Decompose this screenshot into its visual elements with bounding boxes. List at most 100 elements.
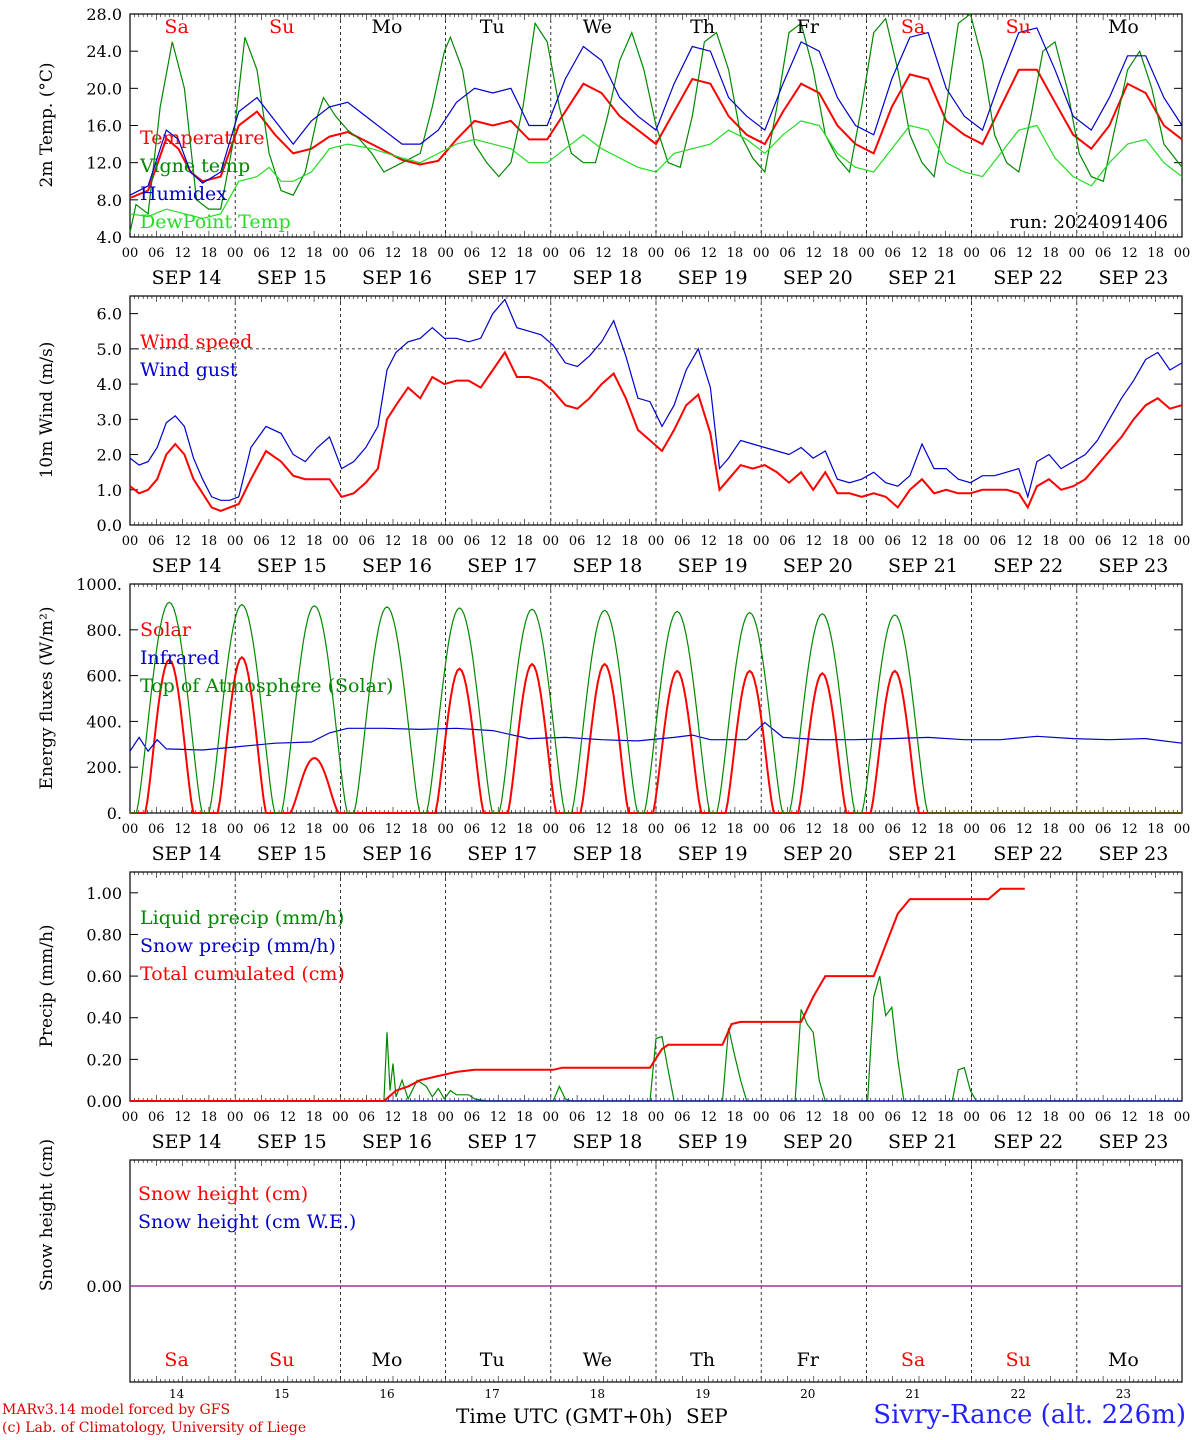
hour-label: 00 (227, 246, 244, 261)
day-number: 17 (485, 1387, 500, 1401)
hour-label: 18 (621, 246, 638, 261)
date-label: SEP 23 (1098, 843, 1168, 865)
hour-label: 00 (1174, 534, 1191, 549)
day-number: 23 (1116, 1387, 1131, 1401)
weekday-label: Sa (164, 1349, 188, 1371)
date-label: SEP 16 (362, 555, 432, 577)
hour-label: 06 (779, 246, 796, 261)
date-label: SEP 15 (257, 843, 327, 865)
hour-label: 06 (464, 534, 481, 549)
hour-label: 00 (1069, 822, 1086, 837)
hour-label: 00 (753, 1110, 770, 1125)
y-tick-label: 1.00 (86, 884, 122, 903)
legend-entry: Wind speed (140, 331, 252, 353)
hour-label: 00 (1174, 246, 1191, 261)
date-label: SEP 23 (1098, 1131, 1168, 1153)
hour-label: 12 (700, 1110, 717, 1125)
hour-label: 00 (753, 534, 770, 549)
hour-label: 12 (174, 534, 191, 549)
hour-label: 12 (1121, 534, 1138, 549)
y-tick-label: 16.0 (86, 117, 122, 136)
y-tick-label: 0.40 (86, 1009, 122, 1028)
weekday-label: Mo (1108, 16, 1139, 38)
hour-label: 18 (411, 534, 428, 549)
hour-label: 18 (306, 246, 323, 261)
date-label: SEP 14 (152, 267, 222, 289)
hour-label: 06 (358, 822, 375, 837)
hour-label: 00 (437, 822, 454, 837)
hour-label: 12 (280, 1110, 297, 1125)
date-label: SEP 23 (1098, 267, 1168, 289)
weekday-label: Fr (797, 1349, 820, 1371)
hour-label: 06 (253, 246, 270, 261)
date-label: SEP 22 (993, 267, 1063, 289)
hour-label: 00 (963, 1110, 980, 1125)
y-tick-label: 800. (86, 621, 122, 640)
weekday-label: Fr (797, 16, 820, 38)
hour-label: 06 (148, 1110, 165, 1125)
hour-label: 12 (1016, 534, 1033, 549)
date-label: SEP 15 (257, 267, 327, 289)
date-label: SEP 19 (678, 267, 748, 289)
hour-label: 06 (569, 822, 586, 837)
y-tick-label: 400. (86, 712, 122, 731)
hour-label: 18 (727, 822, 744, 837)
weekday-label: Mo (372, 16, 403, 38)
date-label: SEP 20 (783, 555, 853, 577)
hour-label: 00 (648, 534, 665, 549)
legend-entry: Top of Atmosphere (Solar) (140, 675, 393, 697)
hour-label: 06 (358, 534, 375, 549)
date-label: SEP 15 (257, 1131, 327, 1153)
date-label: SEP 20 (783, 267, 853, 289)
hour-label: 00 (543, 822, 560, 837)
hour-label: 18 (306, 822, 323, 837)
hour-label: 06 (884, 822, 901, 837)
day-number: 19 (695, 1387, 710, 1401)
hour-label: 00 (332, 534, 349, 549)
day-number: 20 (800, 1387, 815, 1401)
hour-label: 00 (1069, 1110, 1086, 1125)
hour-label: 00 (227, 534, 244, 549)
hour-label: 00 (543, 246, 560, 261)
date-label: SEP 16 (362, 843, 432, 865)
hour-label: 18 (201, 246, 218, 261)
hour-label: 00 (753, 246, 770, 261)
weekday-label: Th (690, 1349, 715, 1371)
hour-label: 06 (990, 534, 1007, 549)
time-axis-label: Time UTC (GMT+0h) (456, 1404, 673, 1428)
day-number: 14 (169, 1387, 185, 1401)
hour-label: 18 (516, 822, 533, 837)
run-annotation: run: 2024091406 (1010, 212, 1168, 233)
hour-label: 12 (1121, 1110, 1138, 1125)
series-line-total-cumulated-cm- (130, 887, 1025, 1102)
y-tick-label: 28.0 (86, 5, 122, 24)
hour-label: 00 (227, 822, 244, 837)
hour-label: 12 (280, 534, 297, 549)
hour-label: 06 (569, 534, 586, 549)
hour-label: 00 (122, 822, 139, 837)
series-line-liquid-precip-mm-h- (130, 975, 1182, 1102)
date-label: SEP 16 (362, 1131, 432, 1153)
model-credit: MARv3.14 model forced by GFS (2, 1402, 231, 1418)
y-tick-label: 4.0 (97, 228, 122, 247)
hour-label: 12 (174, 1110, 191, 1125)
hour-label: 12 (806, 246, 823, 261)
hour-label: 18 (201, 1110, 218, 1125)
date-label: SEP 21 (888, 267, 958, 289)
hour-label: 00 (858, 534, 875, 549)
hour-label: 06 (779, 534, 796, 549)
hour-label: 00 (1174, 1110, 1191, 1125)
hour-label: 18 (306, 1110, 323, 1125)
hour-label: 12 (806, 822, 823, 837)
hour-label: 06 (1095, 534, 1112, 549)
hour-label: 06 (779, 1110, 796, 1125)
weekday-label: Sa (901, 1349, 925, 1371)
hour-label: 12 (806, 1110, 823, 1125)
hour-label: 12 (174, 822, 191, 837)
y-tick-label: 0.60 (86, 967, 122, 986)
weekday-label: We (583, 1349, 612, 1371)
hour-label: 18 (516, 1110, 533, 1125)
weekday-label: Su (1006, 1349, 1031, 1371)
hour-label: 12 (700, 246, 717, 261)
y-axis-label: 2m Temp. (°C) (37, 62, 57, 187)
